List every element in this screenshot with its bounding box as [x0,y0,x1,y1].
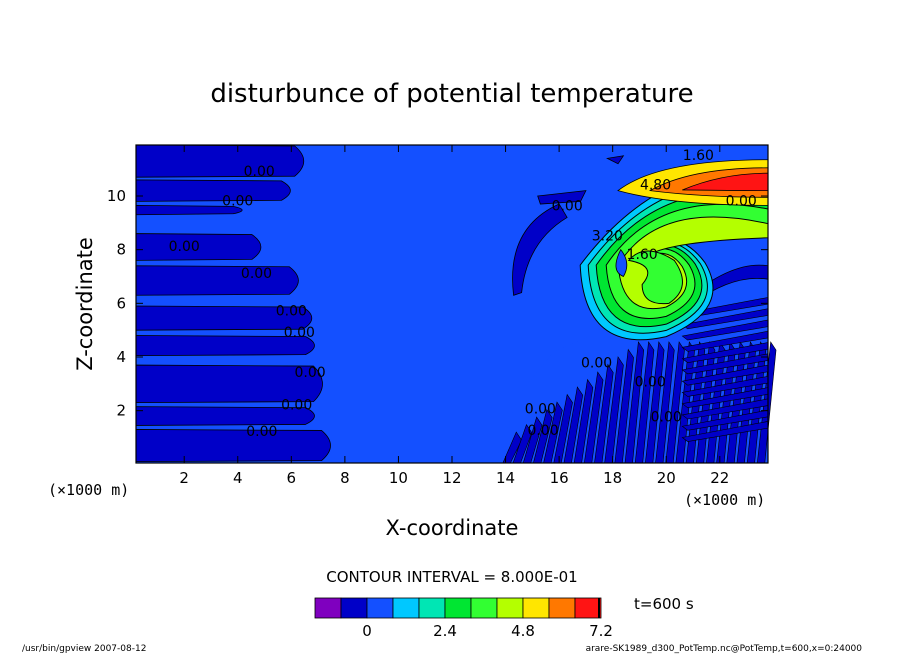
negative-band [135,364,323,404]
colorbar-tick-label: 4.8 [511,622,535,640]
thermal-eye [627,250,683,305]
contour-label: 0.00 [651,409,682,425]
y-tick-label: 6 [116,294,126,312]
x-tick-label: 4 [233,469,243,487]
colorbar-tick-label: 0 [362,622,372,640]
footer-left: /usr/bin/gpview 2007-08-12 [22,644,146,654]
contour-fields [135,144,777,464]
x-tick-label: 16 [550,469,569,487]
contour-label: 0.00 [525,401,556,417]
x-axis-label: X-coordinate [386,516,519,540]
negative-band [135,265,299,296]
negative-patch [537,190,587,205]
contour-label: 1.60 [683,148,714,164]
contour-label: 0.00 [726,193,757,209]
contour-label: 0.00 [294,365,325,381]
y-axis-label: Z-coordinate [73,237,97,371]
chart-title: disturbunce of potential temperature [210,79,693,109]
x-tick-label: 6 [287,469,297,487]
x-tick-label: 18 [603,469,622,487]
y-axis: 2 4 6 8 10 [107,187,768,420]
x-axis: 2 4 6 8 10 12 14 16 18 20 22 [179,145,729,487]
negative-band [135,204,243,216]
colorbar-swatch [340,597,368,619]
colorbar-tick-label: 7.2 [589,622,613,640]
contour-label: 1.60 [627,247,658,263]
colorbar-swatch [314,597,342,619]
x-tick-label: 22 [710,469,729,487]
contour-label: 0.00 [527,423,558,439]
plot-area: 0.000.000.000.000.000.000.000.000.000.00… [135,144,777,464]
negative-band [135,406,315,426]
contour-label: 0.00 [222,193,253,209]
colorbar-swatch [548,597,576,619]
colorbar-swatch [470,597,498,619]
x-tick-label: 14 [496,469,515,487]
contour-label: 0.00 [581,356,612,372]
contour-label: 0.00 [276,303,307,319]
x-tick-label: 10 [389,469,408,487]
negative-patch [512,203,568,296]
y-tick-label: 8 [116,241,126,259]
negative-band [135,335,315,357]
negative-band [135,305,313,331]
negative-patch [606,155,625,165]
negative-band [135,233,262,261]
negative-band [135,144,305,178]
time-label: t=600 s [634,595,694,613]
contour-label: 0.00 [169,239,200,255]
contour-label: 0.00 [635,375,666,391]
x-tick-label: 8 [340,469,350,487]
footer-right: arare-SK1989_d300_PotTemp.nc@PotTemp,t=6… [586,644,863,654]
colorbar: 0 2.4 4.8 7.2 [314,597,613,640]
y-tick-label: 2 [116,402,126,420]
contour-label: 0.00 [284,325,315,341]
colorbar-swatch [444,597,472,619]
contour-label: 4.80 [640,177,671,193]
colorbar-tick-label: 2.4 [433,622,457,640]
thermal-eye [615,248,628,277]
contour-label: 0.00 [246,424,277,440]
colorbar-swatch [522,597,550,619]
colorbar-swatch [496,597,524,619]
contour-label: 0.00 [241,266,272,282]
contour-label: 0.00 [244,164,275,180]
contour-labels: 0.000.000.000.000.000.000.000.000.000.00… [169,148,757,440]
x-unit-left: (×1000 m) [48,481,129,499]
contour-label: 3.20 [592,228,623,244]
x-tick-label: 12 [442,469,461,487]
contour-label: 0.00 [552,199,583,215]
x-tick-label: 2 [179,469,189,487]
negative-band [135,429,331,463]
colorbar-swatch [366,597,394,619]
colorbar-swatch [392,597,420,619]
x-tick-label: 20 [657,469,676,487]
contour-interval: CONTOUR INTERVAL = 8.000E-01 [326,568,577,586]
negative-band [135,179,291,202]
x-unit-right: (×1000 m) [684,491,765,509]
y-tick-label: 4 [116,348,126,366]
colorbar-swatch [574,597,602,619]
contour-label: 0.00 [281,397,312,413]
colorbar-swatch [418,597,446,619]
y-tick-label: 10 [107,187,126,205]
